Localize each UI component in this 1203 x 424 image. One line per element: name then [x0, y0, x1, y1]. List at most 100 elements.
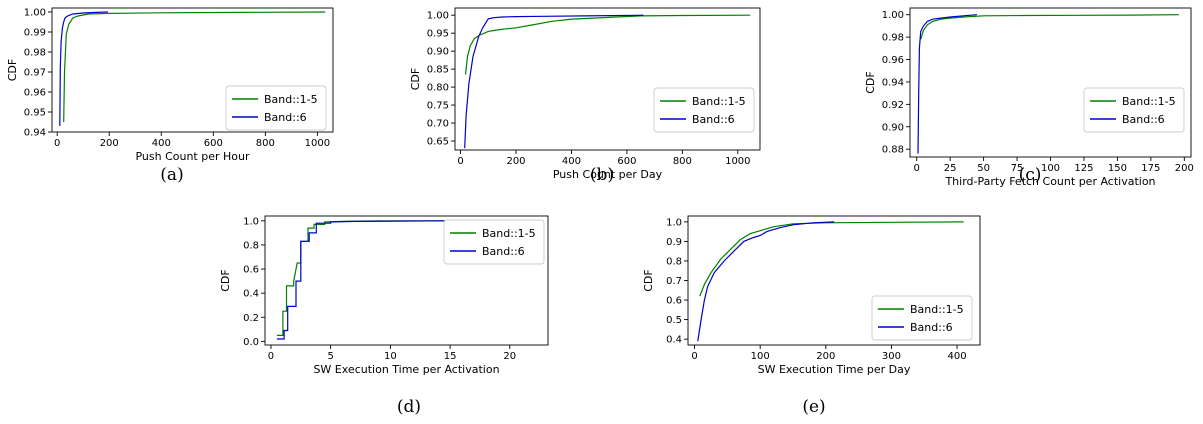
- plot-frame: [264, 215, 549, 346]
- y-axis-label: CDF: [864, 71, 877, 93]
- x-tick-label: 125: [1074, 163, 1093, 174]
- legend-label: Band::6: [692, 113, 735, 126]
- y-tick-label: 0.96: [882, 55, 904, 66]
- legend-label: Band::6: [910, 321, 953, 334]
- x-tick-label: 150: [1108, 163, 1127, 174]
- y-tick-label: 1.0: [666, 217, 682, 228]
- y-tick-label: 0.94: [882, 77, 904, 88]
- series-line-band-6: [917, 14, 977, 154]
- y-tick-label: 1.00: [882, 10, 904, 21]
- x-tick-label: 300: [882, 351, 901, 362]
- series-line-band-1-5: [699, 221, 964, 297]
- x-tick-label: 5: [327, 351, 333, 362]
- x-tick-label: 175: [1141, 163, 1160, 174]
- x-tick-label: 600: [617, 156, 636, 167]
- x-tick-label: 200: [100, 138, 119, 149]
- x-tick-label: 75: [1011, 163, 1024, 174]
- y-tick-label: 0.4: [243, 289, 259, 300]
- series-line-band-6: [697, 221, 835, 342]
- x-tick-label: 15: [444, 351, 457, 362]
- panel-caption: (a): [160, 165, 183, 185]
- series-line-band-6: [276, 220, 445, 340]
- legend-label: Band::6: [1122, 113, 1165, 126]
- x-axis-label: Push Count per Day: [553, 168, 663, 181]
- x-tick-label: 800: [256, 138, 275, 149]
- y-tick-label: 0.94: [24, 128, 46, 139]
- y-tick-label: 0.9: [666, 237, 682, 248]
- x-tick-label: 1000: [305, 138, 330, 149]
- x-axis-label: SW Execution Time per Activation: [313, 363, 499, 376]
- x-tick-label: 400: [947, 351, 966, 362]
- legend-box: [1083, 87, 1185, 133]
- y-tick-label: 0.92: [882, 100, 904, 111]
- legend-label: Band::6: [482, 245, 525, 258]
- x-tick-label: 200: [816, 351, 835, 362]
- y-tick-label: 0.6: [243, 265, 259, 276]
- chart-panel-5: 0 100 200 300 400 0.4 0.5 0.6 0.7 0.8 0.9 1.0 SW Exe…: [642, 215, 981, 417]
- y-tick-label: 0.96: [24, 88, 46, 99]
- y-tick-label: 0.98: [882, 33, 904, 44]
- x-tick-label: 100: [1041, 163, 1060, 174]
- y-tick-label: 0.88: [882, 145, 904, 156]
- x-tick-label: 200: [506, 156, 525, 167]
- x-tick-label: 200: [1175, 163, 1194, 174]
- y-axis-label: CDF: [6, 59, 19, 81]
- y-tick-label: 0.0: [243, 337, 259, 348]
- y-tick-label: 1.00: [427, 11, 449, 22]
- legend-label: Band::1-5: [910, 303, 964, 316]
- legend-label: Band::1-5: [264, 93, 318, 106]
- y-tick-label: 0.80: [427, 83, 449, 94]
- chart-panel-2: 0 200 400 600 800 1000 0.65 0.70 0.75 0.80 0.85 0.9…: [409, 7, 761, 185]
- y-tick-label: 0.65: [427, 137, 449, 148]
- legend-label: Band::6: [264, 111, 307, 124]
- x-axis-label: Third-Party Fetch Count per Activation: [944, 175, 1155, 188]
- y-tick-label: 0.8: [243, 240, 259, 251]
- x-tick-label: 0: [457, 156, 463, 167]
- x-axis-label: Push Count per Hour: [135, 150, 250, 163]
- x-tick-label: 400: [562, 156, 581, 167]
- x-tick-label: 0: [268, 351, 274, 362]
- plot-frame: [909, 7, 1192, 158]
- y-tick-label: 0.4: [666, 335, 682, 346]
- x-tick-label: 600: [204, 138, 223, 149]
- legend-box: [443, 219, 545, 265]
- series-line-band-6: [59, 11, 108, 127]
- y-axis-label: CDF: [642, 269, 655, 291]
- y-tick-label: 0.99: [24, 28, 46, 39]
- series-line-band-1-5: [63, 11, 326, 123]
- series-line-band-6: [464, 14, 644, 149]
- y-axis-label: CDF: [409, 68, 422, 90]
- y-axis-label: CDF: [219, 269, 232, 291]
- x-tick-label: 0: [54, 138, 60, 149]
- y-tick-label: 0.7: [666, 276, 682, 287]
- y-tick-label: 0.75: [427, 101, 449, 112]
- y-tick-label: 0.2: [243, 313, 259, 324]
- y-tick-label: 0.97: [24, 68, 46, 79]
- x-tick-label: 800: [673, 156, 692, 167]
- y-tick-label: 1.00: [24, 8, 46, 19]
- x-tick-label: 400: [152, 138, 171, 149]
- legend-box: [653, 87, 755, 133]
- x-tick-label: 0: [914, 163, 920, 174]
- x-tick-label: 25: [944, 163, 957, 174]
- y-tick-label: 0.85: [427, 65, 449, 76]
- y-tick-label: 0.95: [24, 108, 46, 119]
- legend-label: Band::1-5: [692, 95, 746, 108]
- legend-box: [225, 85, 327, 131]
- panel-caption: (d): [397, 397, 421, 417]
- x-axis-label: SW Execution Time per Day: [758, 363, 911, 376]
- y-tick-label: 0.90: [427, 47, 449, 58]
- panel-caption: (b): [590, 165, 614, 185]
- legend-label: Band::1-5: [482, 227, 536, 240]
- legend-box: [871, 295, 973, 341]
- x-tick-label: 100: [751, 351, 770, 362]
- plot-frame: [454, 7, 761, 151]
- panel-caption: (e): [802, 397, 825, 417]
- y-tick-label: 0.95: [427, 29, 449, 40]
- x-tick-label: 50: [977, 163, 990, 174]
